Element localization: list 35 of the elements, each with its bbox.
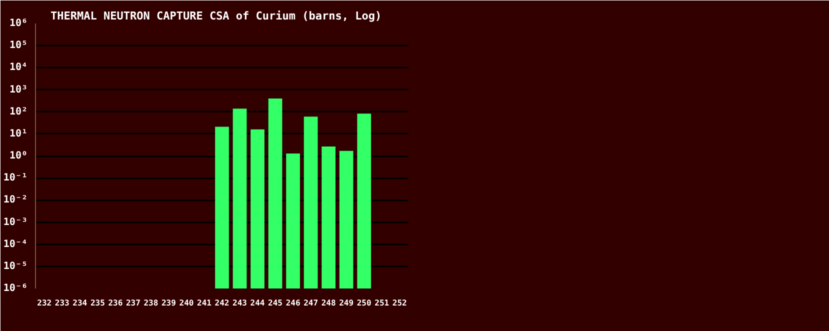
x-tick-label: 238 (144, 298, 158, 308)
y-tick-label: 10⁰ (9, 150, 28, 162)
x-tick-label: 248 (321, 298, 336, 308)
x-tick-label: 240 (179, 298, 194, 308)
x-tick-label: 245 (268, 298, 283, 308)
y-tick-label: 10⁴ (9, 62, 28, 74)
x-tick-label: 236 (108, 298, 123, 308)
y-tick-label: 10⁻³ (3, 216, 28, 228)
x-tick-label: 234 (72, 298, 88, 308)
x-tick-label: 237 (126, 298, 141, 308)
x-tick-label: 246 (286, 298, 300, 308)
x-tick-label: 251 (374, 298, 390, 308)
y-tick-label: 10⁻⁴ (3, 238, 28, 250)
x-tick-label: 235 (90, 298, 106, 308)
x-tick-label: 249 (339, 298, 354, 308)
x-tick-label: 232 (37, 298, 52, 308)
x-tick-label: 239 (161, 298, 176, 308)
x-tick-label: 233 (54, 298, 70, 308)
chart-title: THERMAL NEUTRON CAPTURE CSA of Curium (barns, Log) (50, 10, 382, 22)
y-tick-label: 10⁻¹ (3, 172, 28, 184)
y-tick-label: 10² (9, 106, 28, 118)
y-tick-label: 10⁻⁶ (3, 283, 28, 294)
y-tick-label: 10⁻⁵ (3, 260, 28, 272)
y-tick-label: 10⁵ (9, 40, 28, 52)
y-tick-label: 10⁶ (9, 18, 28, 29)
x-tick-label: 242 (214, 298, 230, 308)
y-tick-label: 10¹ (9, 128, 28, 140)
y-tick-label: 10³ (9, 84, 28, 96)
x-tick-label: 252 (392, 298, 408, 308)
x-tick-label: 244 (250, 298, 265, 308)
x-tick-label: 250 (356, 298, 372, 308)
x-tick-label: 241 (197, 298, 212, 308)
y-tick-label: 10⁻² (3, 194, 28, 206)
x-tick-label: 243 (232, 298, 248, 308)
x-tick-label: 247 (304, 298, 318, 308)
